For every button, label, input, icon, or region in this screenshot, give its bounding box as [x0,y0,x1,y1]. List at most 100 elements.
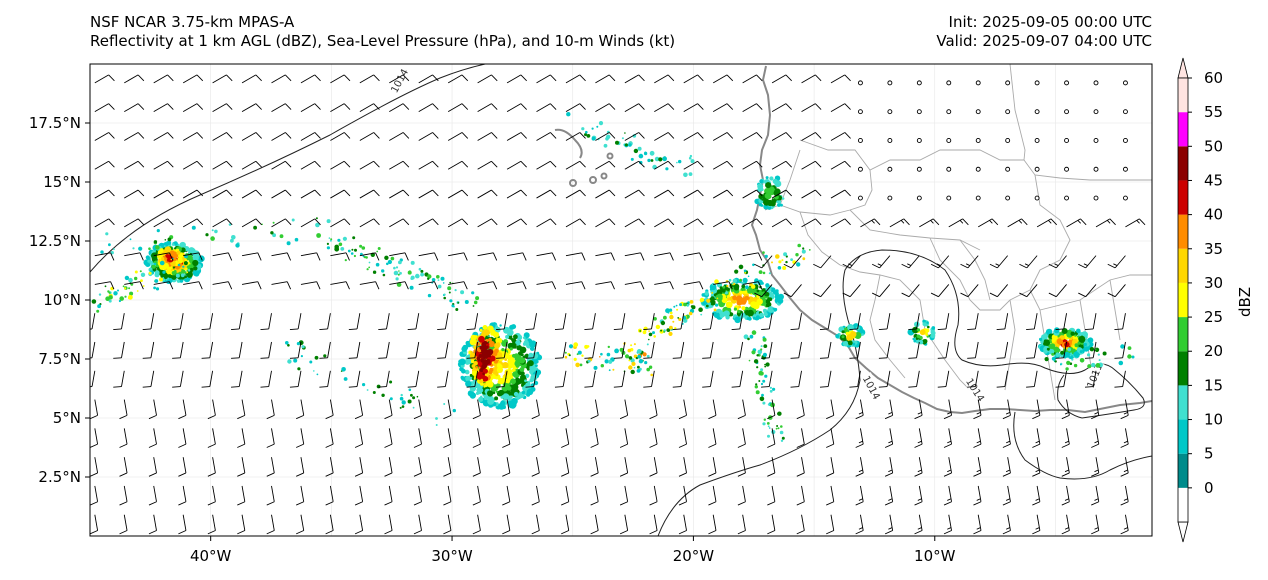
wind-barb [849,370,861,388]
reflectivity-cell [774,180,782,188]
wind-barb [178,399,187,420]
reflectivity-cell [1066,360,1071,365]
reflectivity-cell [495,390,499,393]
reflectivity-cell [1054,360,1057,363]
reflectivity-cell [760,368,764,372]
wind-barb [1107,255,1126,269]
colorbar-tick-label: 0 [1204,479,1214,497]
reflectivity-cell [760,348,763,351]
reflectivity-cell [113,291,118,296]
wind-barb [678,514,687,535]
reflectivity-cell [779,430,784,435]
wind-barb [148,514,157,535]
reflectivity-cell [614,348,619,354]
wind-barb [90,313,96,330]
wind-barb [908,341,920,359]
reflectivity-cell [568,344,574,349]
reflectivity-cell [725,301,733,309]
calm-wind-marker [887,109,893,115]
wind-barb [1061,514,1070,535]
reflectivity-cell [688,311,693,316]
reflectivity-cell [399,271,402,275]
wind-barb [466,370,479,388]
calm-wind-marker [1093,138,1099,143]
wind-barb [477,103,498,113]
wind-barb [237,399,246,420]
reflectivity-cell [650,373,653,377]
reflectivity-cell [1061,328,1068,334]
wind-barb [389,281,409,290]
wind-barb [466,313,479,331]
reflectivity-cell [732,295,737,301]
wind-barb [443,428,452,448]
reflectivity-cell [315,222,320,228]
reflectivity-cell [495,372,499,377]
reflectivity-cell [487,381,494,388]
wind-barb [649,399,658,420]
wind-barb [231,341,243,359]
wind-barb [466,341,479,359]
reflectivity-cell [747,275,750,278]
reflectivity-cell [497,383,501,387]
wind-barb [712,218,734,228]
reflectivity-cell [930,330,935,335]
reflectivity-cell [407,399,412,404]
reflectivity-cell [733,307,738,311]
wind-barb [389,252,409,261]
reflectivity-cell [518,357,526,364]
wind-barb [565,160,586,170]
wind-barb [319,370,331,388]
wind-barb [212,252,233,261]
reflectivity-cell [765,303,770,308]
reflectivity-cell [764,374,768,378]
wind-barb [1120,485,1129,506]
wind-barb [561,428,570,448]
wind-barb [271,252,292,261]
wind-barb [977,218,999,228]
reflectivity-cell [726,284,729,288]
reflectivity-cell [630,157,634,161]
colorbar-ticks: 0 5 10 15 20 25 30 35 40 45 50 55 60 [1188,69,1223,497]
reflectivity-cell [746,296,750,300]
wind-barb [1055,341,1068,359]
wind-barb [241,281,262,290]
reflectivity-cell [652,331,655,335]
reflectivity-cell [187,269,191,272]
reflectivity-cell [628,359,631,362]
reflectivity-cell [118,299,121,303]
wind-barb [1114,313,1126,331]
title-block: NSF NCAR 3.75-km MPAS-A Reflectivity at … [90,13,675,51]
wind-barb [672,370,685,388]
reflectivity-cell [772,387,776,391]
wind-barb [124,160,145,170]
wind-barb [624,218,645,228]
reflectivity-cell [350,252,354,255]
reflectivity-cell [511,324,517,330]
reflectivity-cell [781,197,785,200]
isobars [90,64,1152,536]
wind-barb [767,485,776,506]
wind-barb [790,370,802,388]
reflectivity-cell [362,255,365,258]
reflectivity-cell [520,353,524,357]
wind-barb [996,370,1009,388]
reflectivity-cell [497,363,502,368]
calm-wind-marker [946,195,952,201]
wind-barb [855,485,864,506]
reflectivity-cell [795,253,799,257]
longitude-axis: 40°W 30°W 20°W 10°W [190,536,956,565]
wind-barb [919,218,940,228]
reflectivity-cell [272,233,276,238]
wind-barb [796,428,805,448]
reflectivity-cell [365,256,368,259]
reflectivity-cell [1102,351,1107,356]
reflectivity-cell [478,354,483,358]
reflectivity-cell [756,289,760,293]
reflectivity-cell [1060,350,1065,355]
wind-barb [384,514,393,535]
reflectivity-cell [347,249,351,253]
wind-barb [207,457,216,477]
reflectivity-cell [315,217,318,220]
wind-barb [207,428,216,448]
wind-barb [708,485,717,506]
